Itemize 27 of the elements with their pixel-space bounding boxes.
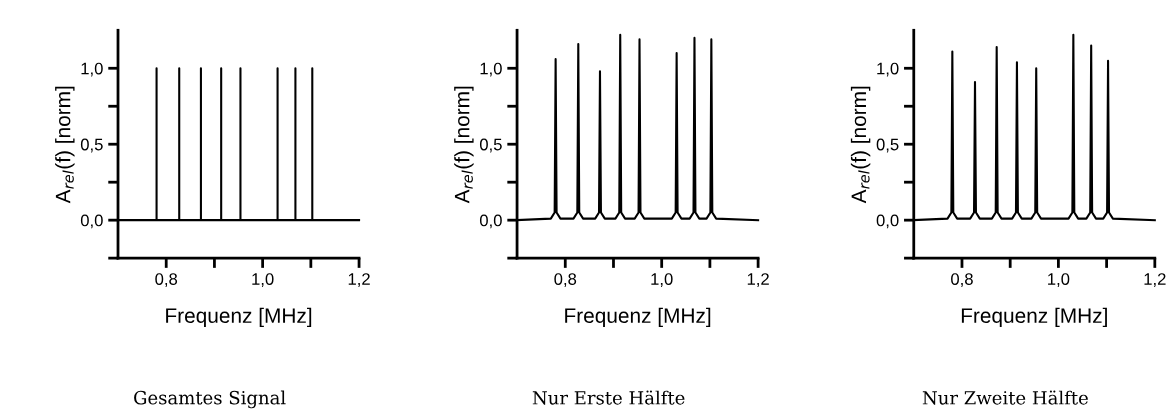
x-tick-label: 1,2 xyxy=(348,273,370,287)
y-tick-label: 0,5 xyxy=(876,138,899,153)
text: Nur Zweite Hälfte xyxy=(922,390,1088,405)
x-tick-label: 1,0 xyxy=(1048,273,1070,287)
x-tick-label: 1,0 xyxy=(651,273,673,287)
text: Nur Erste Hälfte xyxy=(532,390,685,405)
x-axis-title: Frequenz [MHz] xyxy=(166,307,312,328)
x-tick-label: 0,8 xyxy=(554,273,577,287)
y-axis-title: A$_{rel}$(f) [norm] xyxy=(850,86,871,204)
y-tick-label: 0,5 xyxy=(80,138,103,153)
x-axis-title: Frequenz [MHz] xyxy=(961,307,1107,328)
x-axis-title: Frequenz [MHz] xyxy=(565,307,711,328)
x-tick-label: 0,8 xyxy=(951,273,973,287)
y-tick-label: 0,0 xyxy=(80,214,103,229)
y-tick-label: 0,0 xyxy=(479,214,502,229)
y-tick-label: 0,5 xyxy=(479,138,502,153)
y-tick-label: 1,0 xyxy=(877,62,899,77)
x-tick-label: 1,2 xyxy=(747,273,769,287)
x-tick-label: 1,2 xyxy=(1144,273,1166,287)
x-tick-label: 0,8 xyxy=(155,273,178,287)
y-axis-title: A$_{rel}$(f) [norm] xyxy=(454,86,474,204)
y-tick-label: 0,0 xyxy=(876,214,899,229)
y-tick-label: 1,0 xyxy=(480,62,502,77)
y-axis-title: A$_{rel}$(f) [norm] xyxy=(55,86,75,204)
text: Gesamtes Signal xyxy=(134,390,286,409)
y-tick-label: 1,0 xyxy=(81,62,103,77)
x-tick-label: 1,0 xyxy=(252,273,274,287)
